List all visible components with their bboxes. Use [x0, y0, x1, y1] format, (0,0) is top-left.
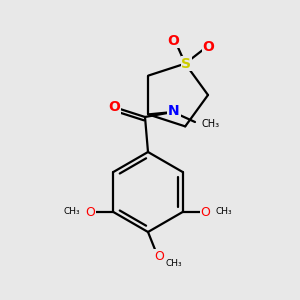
- Text: CH₃: CH₃: [216, 208, 232, 217]
- Text: O: O: [154, 250, 164, 262]
- Text: CH₃: CH₃: [166, 260, 183, 268]
- Text: O: O: [85, 206, 95, 218]
- Text: O: O: [108, 100, 120, 114]
- Text: O: O: [167, 34, 179, 48]
- Text: CH₃: CH₃: [64, 208, 80, 217]
- Text: O: O: [202, 40, 214, 54]
- Text: CH₃: CH₃: [201, 119, 219, 129]
- Text: S: S: [181, 57, 191, 70]
- Text: O: O: [201, 206, 211, 218]
- Text: N: N: [168, 104, 180, 118]
